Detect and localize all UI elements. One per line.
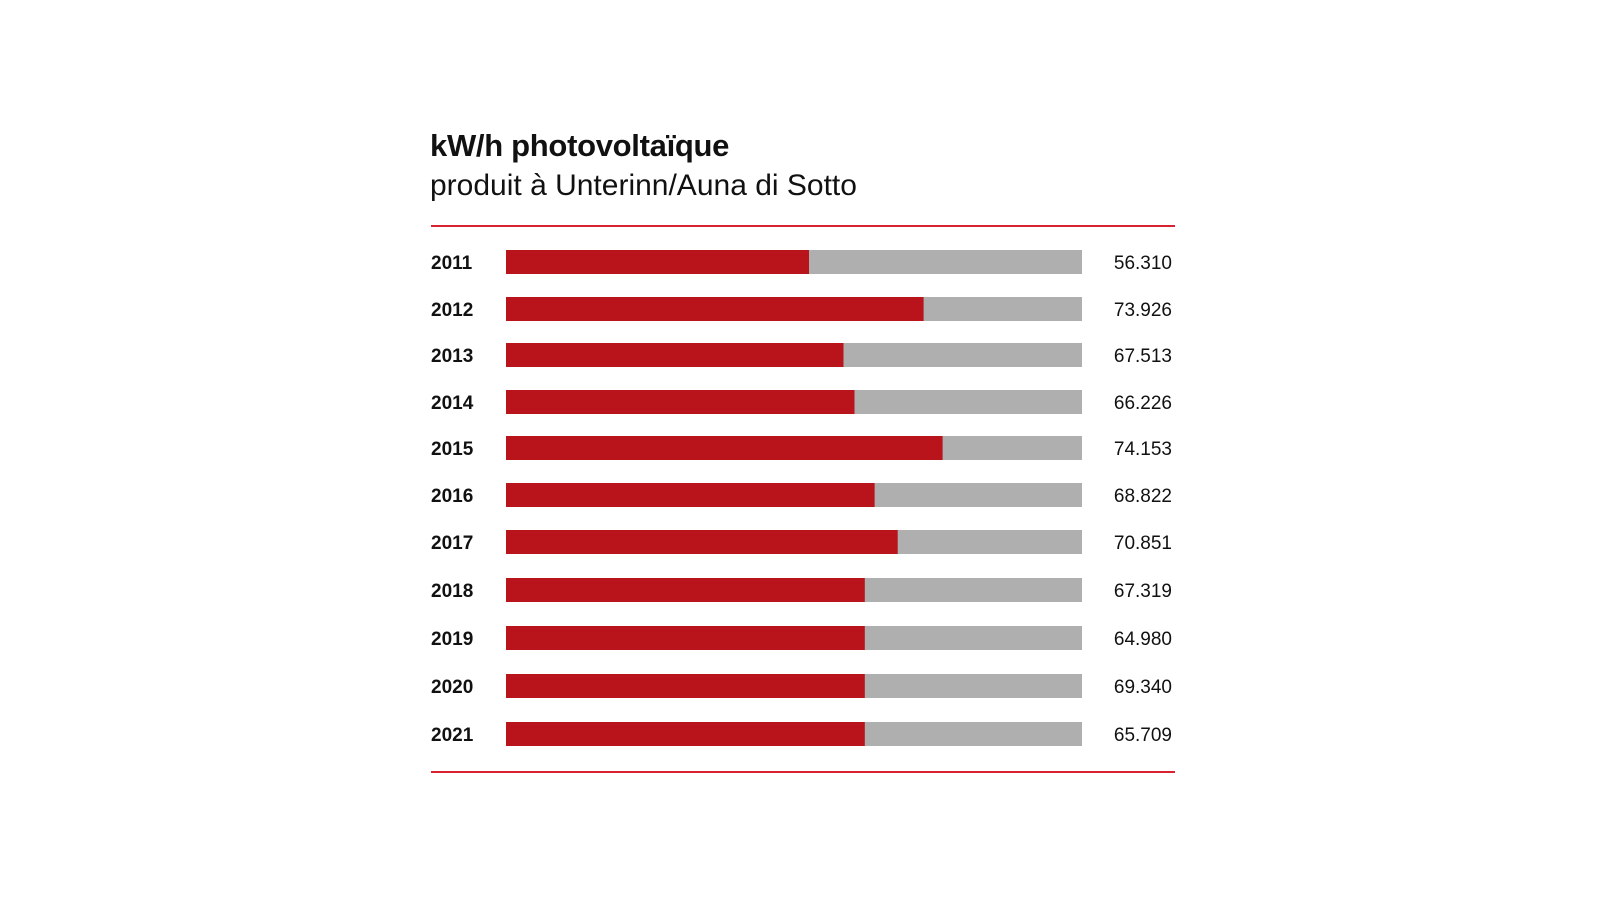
- bar-2018: [506, 578, 865, 602]
- bar-row-2020: 2020 69.340: [431, 674, 1172, 698]
- category-label: 2011: [431, 253, 473, 274]
- category-label: 2017: [431, 533, 473, 554]
- bar-row-2017: 2017 70.851: [431, 530, 1172, 554]
- category-label: 2013: [431, 346, 473, 367]
- bar-row-2021: 2021 65.709: [431, 722, 1172, 746]
- value-label: 65.709: [1114, 725, 1172, 746]
- category-label: 2014: [431, 393, 474, 414]
- value-label: 66.226: [1114, 393, 1172, 414]
- chart-title: kW/h photovoltaïque: [430, 128, 730, 163]
- value-label: 67.513: [1114, 346, 1172, 367]
- bar-row-2019: 2019 64.980: [431, 626, 1172, 650]
- bar-2012: [506, 297, 924, 321]
- value-label: 56.310: [1114, 253, 1172, 274]
- bar-2013: [506, 343, 844, 367]
- category-label: 2012: [431, 300, 473, 321]
- category-label: 2016: [431, 486, 473, 507]
- chart-subtitle: produit à Unterinn/Auna di Sotto: [430, 169, 857, 202]
- bar-2020: [506, 674, 865, 698]
- value-label: 73.926: [1114, 300, 1172, 321]
- category-label: 2015: [431, 439, 474, 460]
- value-label: 70.851: [1114, 533, 1172, 554]
- category-label: 2018: [431, 581, 473, 602]
- bar-2014: [506, 390, 855, 414]
- top-divider: [431, 225, 1175, 227]
- value-label: 64.980: [1114, 629, 1172, 650]
- bar-row-2012: 2012 73.926: [431, 297, 1172, 321]
- value-label: 68.822: [1114, 486, 1172, 507]
- bar-row-2016: 2016 68.822: [431, 483, 1172, 507]
- value-label: 67.319: [1114, 581, 1172, 602]
- value-label: 74.153: [1114, 439, 1172, 460]
- bar-row-2011: 2011 56.310: [431, 250, 1172, 274]
- bar-2017: [506, 530, 898, 554]
- value-label: 69.340: [1114, 677, 1172, 698]
- bar-2016: [506, 483, 875, 507]
- bar-row-2018: 2018 67.319: [431, 578, 1172, 602]
- bar-2011: [506, 250, 809, 274]
- category-label: 2020: [431, 677, 473, 698]
- bar-row-2014: 2014 66.226: [431, 390, 1172, 414]
- bar-row-2013: 2013 67.513: [431, 343, 1172, 367]
- bar-row-2015: 2015 74.153: [431, 436, 1172, 460]
- bar-2019: [506, 626, 865, 650]
- category-label: 2021: [431, 725, 474, 746]
- bar-2021: [506, 722, 865, 746]
- bottom-divider: [431, 771, 1175, 773]
- category-label: 2019: [431, 629, 473, 650]
- bar-2015: [506, 436, 943, 460]
